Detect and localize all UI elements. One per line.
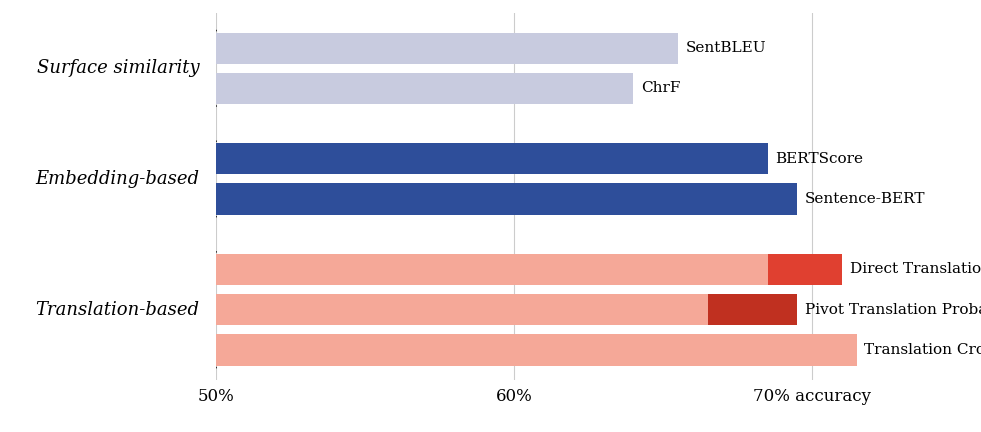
Bar [216,73,634,104]
Bar [216,254,767,285]
Bar [216,334,857,365]
Text: SentBLEU: SentBLEU [686,41,766,55]
Text: Direct Translation Probability: Direct Translation Probability [850,263,981,276]
Text: BERTScore: BERTScore [775,152,863,166]
Text: Sentence-BERT: Sentence-BERT [804,192,925,206]
Text: Translation-based: Translation-based [35,301,199,319]
Bar [216,294,708,325]
Bar [767,254,842,285]
Bar [216,143,767,175]
Text: Pivot Translation Probability: Pivot Translation Probability [804,303,981,317]
Text: ChrF: ChrF [641,81,680,95]
Text: Surface similarity: Surface similarity [37,59,199,77]
Bar [708,294,798,325]
Bar [216,184,798,215]
Text: Translation Cross-likelihood: Translation Cross-likelihood [864,343,981,357]
Text: Embedding-based: Embedding-based [35,170,199,188]
Bar [216,32,678,64]
